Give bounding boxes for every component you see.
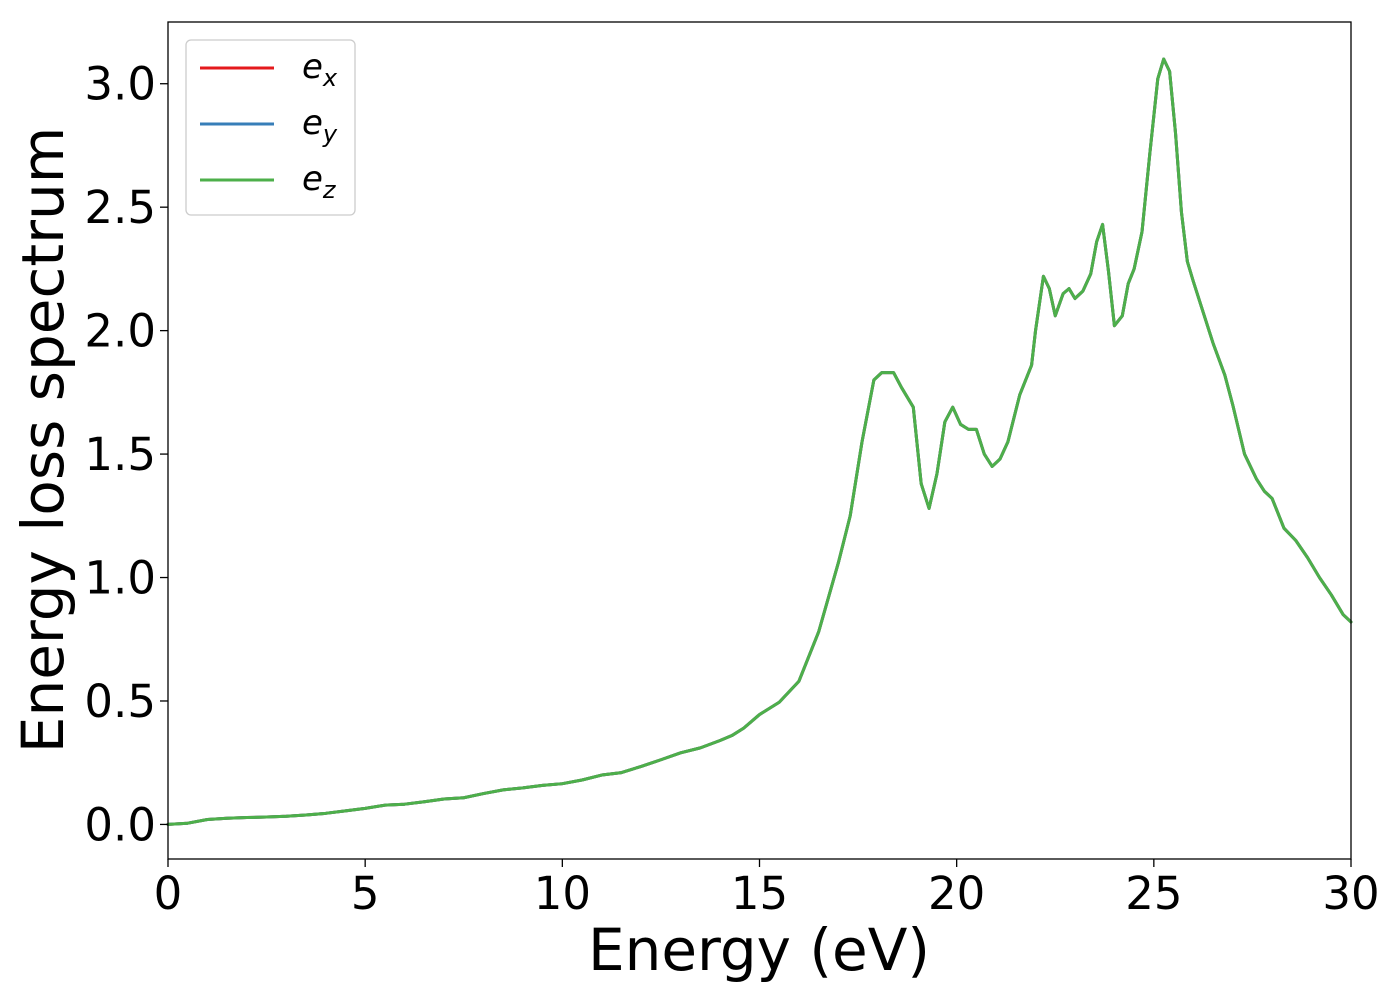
- series-layer: [166, 57, 1353, 826]
- legend-label-base: e: [302, 47, 323, 87]
- legend-box: [185, 39, 356, 216]
- x-tick-label: 20: [928, 867, 985, 920]
- plot-area: [168, 22, 1351, 859]
- y-tick-label: 0.0: [84, 798, 156, 851]
- y-tick-label: 3.0: [84, 58, 156, 111]
- y-axis-ticks: 0.0 0.5 1.0 1.5 2.0 2.5 3.0: [84, 58, 168, 851]
- x-tick-label: 10: [534, 867, 591, 920]
- y-tick-label: 2.0: [84, 305, 156, 358]
- legend-label-ey: ey: [302, 103, 338, 148]
- x-axis-ticks: 0 5 10 15 20 25 30: [154, 859, 1380, 920]
- y-axis-label: Energy loss spectrum: [9, 127, 77, 753]
- legend-label-subscript: y: [322, 120, 338, 148]
- x-axis-label: Energy (eV): [588, 916, 930, 984]
- x-tick-label: 0: [154, 867, 183, 920]
- x-tick-label: 25: [1125, 867, 1182, 920]
- y-tick-label: 0.5: [84, 675, 156, 728]
- legend-label-base: e: [302, 159, 323, 199]
- legend-label-subscript: z: [322, 176, 337, 204]
- legend-label-subscript: x: [322, 64, 338, 92]
- x-tick-label: 15: [731, 867, 788, 920]
- plot-frame: [167, 21, 1352, 860]
- y-tick-label: 1.0: [84, 552, 156, 605]
- series-line-e-z: [166, 57, 1353, 826]
- x-tick-label: 30: [1322, 867, 1379, 920]
- legend-label-base: e: [302, 103, 323, 143]
- y-tick-label: 1.5: [84, 428, 156, 481]
- x-tick-label: 5: [351, 867, 380, 920]
- y-tick-label: 2.5: [84, 181, 156, 234]
- legend-label-ez: ez: [302, 159, 337, 204]
- legend-label-ex: ex: [302, 47, 338, 92]
